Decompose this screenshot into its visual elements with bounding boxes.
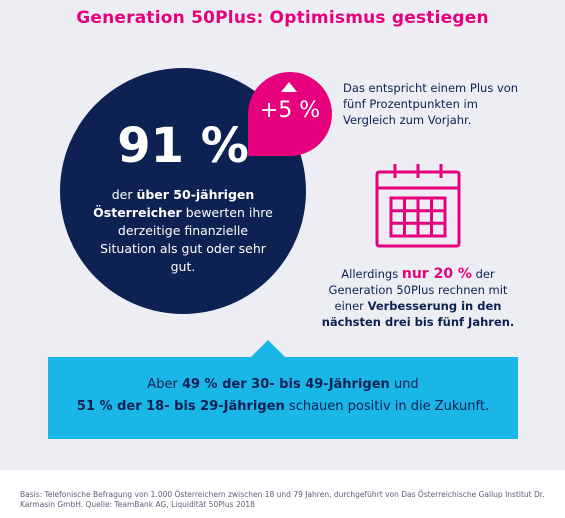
side-note-text-1: Allerdings <box>341 267 399 281</box>
page-title: Generation 50Plus: Optimismus gestiegen <box>76 8 489 28</box>
side-note-text-2: der Generation 50Plus rechnen mit einer <box>328 267 508 313</box>
age-group-banner: Aber 49 % der 30- bis 49-Jährigen und 51… <box>48 357 518 439</box>
banner-line-2: 51 % der 18- bis 29-Jährigen schauen pos… <box>48 399 518 414</box>
main-stat-text-2: bewerten ihre derzeitige finanzielle Sit… <box>100 205 273 274</box>
arrow-up-icon <box>281 82 297 92</box>
main-stat-text-bold: über 50-jährigen Österreicher <box>93 187 255 220</box>
main-stat-description: der über 50-jährigen Österreicher bewert… <box>92 186 274 276</box>
footer-area <box>0 470 565 518</box>
banner-line1-pre: Aber <box>147 377 178 392</box>
side-note-bottom: Allerdings nur 20 % der Generation 50Plu… <box>318 266 518 330</box>
main-stat-text-1: der <box>111 187 133 202</box>
calendar-icon <box>375 164 461 248</box>
side-note-highlight: nur 20 % <box>401 266 472 282</box>
side-note-top: Das entspricht einem Plus von fünf Proze… <box>343 81 519 127</box>
banner-line-1: Aber 49 % der 30- bis 49-Jährigen und <box>48 377 518 392</box>
side-note-text-bold: Verbesserung in den nächsten drei bis fü… <box>321 299 515 329</box>
banner-pointer <box>250 340 286 358</box>
banner-line1-bold: 49 % der 30- bis 49-Jährigen <box>181 377 390 392</box>
banner-line2-post: schauen positiv in die Zukunft. <box>288 399 490 414</box>
main-stat-value: 91 % <box>117 118 249 174</box>
increase-value: +5 % <box>259 98 321 123</box>
banner-line2-bold: 51 % der 18- bis 29-Jährigen <box>76 399 285 414</box>
source-note: Basis: Telefonische Befragung von 1.000 … <box>20 490 545 509</box>
banner-line1-post: und <box>393 377 419 392</box>
